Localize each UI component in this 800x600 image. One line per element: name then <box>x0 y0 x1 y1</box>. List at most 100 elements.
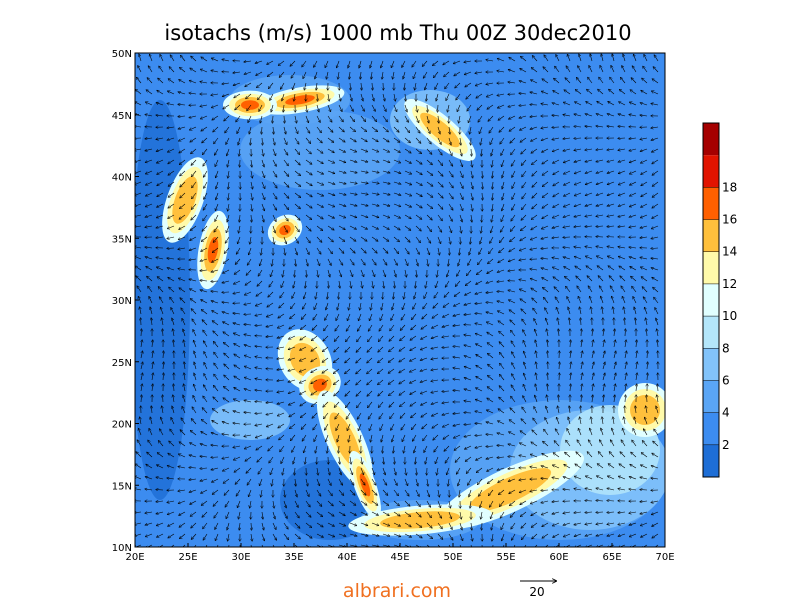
wind-arrow <box>371 159 379 162</box>
wind-arrow <box>468 115 472 122</box>
wind-arrow <box>640 115 648 116</box>
wind-arrow <box>563 159 571 163</box>
wind-arrow <box>371 71 372 79</box>
wind-arrow <box>303 71 307 78</box>
wind-vectors <box>135 54 659 547</box>
wind-arrow <box>316 82 317 90</box>
wind-arrow <box>168 192 175 197</box>
wind-arrow <box>271 104 274 112</box>
wind-arrow <box>404 137 410 143</box>
wind-arrow <box>426 170 433 175</box>
wind-arrow <box>382 115 387 122</box>
wind-arrow <box>488 115 494 121</box>
wind-arrow <box>203 148 208 154</box>
wind-arrow <box>532 159 538 165</box>
wind-arrow <box>360 182 368 183</box>
wind-arrow <box>427 104 428 112</box>
wind-arrow <box>267 60 274 64</box>
wind-arrow <box>456 93 461 100</box>
wind-arrow <box>542 79 549 84</box>
wind-arrow <box>216 170 219 178</box>
colorbar-label: 14 <box>722 245 737 259</box>
wind-arrow <box>511 148 516 155</box>
wind-arrow <box>544 55 549 62</box>
wind-arrow <box>405 93 406 101</box>
wind-arrow <box>542 148 549 152</box>
wind-arrow <box>305 159 312 164</box>
wind-arrow <box>226 137 230 144</box>
lon-label: 55E <box>496 552 515 563</box>
wind-arrow <box>280 82 285 89</box>
wind-arrow <box>211 70 219 72</box>
wind-arrow <box>393 115 398 122</box>
colorbar-label: 18 <box>722 180 737 194</box>
wind-arrow <box>640 148 648 151</box>
wind-arrow <box>589 66 593 73</box>
colorbar-band <box>703 380 719 413</box>
wind-arrow <box>222 93 230 96</box>
wind-arrow <box>596 160 604 162</box>
wind-arrow <box>509 115 516 119</box>
wind-arrow <box>136 90 142 95</box>
wind-arrow <box>279 71 285 77</box>
wind-arrow <box>316 137 322 143</box>
wind-arrow <box>283 159 288 166</box>
wind-arrow <box>371 115 376 121</box>
wind-arrow <box>189 81 197 84</box>
wind-arrow <box>575 192 582 196</box>
wind-arrow <box>179 148 186 153</box>
wind-arrow <box>350 82 351 90</box>
lon-label: 35E <box>284 552 303 563</box>
wind-arrow <box>600 66 604 73</box>
lat-label: 50N <box>112 49 132 60</box>
wind-arrow <box>426 159 432 165</box>
wind-arrow <box>640 138 648 139</box>
wind-arrow <box>236 115 241 122</box>
wind-arrow <box>393 159 400 163</box>
wind-arrow <box>556 55 560 62</box>
wind-arrow <box>349 182 357 184</box>
wind-arrow <box>404 126 409 132</box>
lat-label: 25N <box>112 358 132 369</box>
wind-arrow <box>501 148 505 155</box>
wind-arrow <box>402 60 406 67</box>
wind-arrow <box>651 137 659 140</box>
wind-arrow <box>338 148 345 152</box>
wind-arrow <box>619 102 626 106</box>
wind-arrow <box>338 104 342 111</box>
wind-arrow <box>304 82 306 90</box>
wind-arrow <box>585 192 593 195</box>
wind-arrow <box>521 56 527 62</box>
wind-arrow <box>574 170 582 174</box>
wind-arrow <box>158 78 164 84</box>
wind-arrow <box>531 80 538 84</box>
wind-arrow <box>520 69 527 73</box>
wind-arrow <box>246 93 252 99</box>
wind-arrow <box>522 170 527 177</box>
wind-arrow <box>156 148 164 151</box>
wind-arrow <box>135 181 142 185</box>
wind-arrow <box>553 159 560 163</box>
wind-arrow <box>607 114 615 117</box>
wind-arrow <box>404 104 407 112</box>
wind-arrow <box>426 93 427 101</box>
wind-arrow <box>470 181 473 189</box>
wind-arrow <box>251 181 253 189</box>
wind-arrow <box>459 170 463 177</box>
wind-arrow <box>168 181 175 186</box>
wind-arrow <box>239 148 240 156</box>
wind-arrow <box>349 159 357 162</box>
wind-arrow <box>448 181 453 188</box>
wind-arrow <box>443 60 450 65</box>
wind-arrow <box>360 126 366 131</box>
wind-arrow <box>586 102 593 106</box>
wind-arrow <box>316 159 323 163</box>
wind-arrow <box>251 192 253 200</box>
wind-arrow <box>327 170 335 173</box>
wind-arrow <box>203 170 208 177</box>
wind-arrow <box>168 79 175 84</box>
wind-arrow <box>157 181 164 186</box>
wind-arrow <box>471 148 472 156</box>
wind-arrow <box>393 126 399 132</box>
wind-arrow <box>413 71 417 78</box>
